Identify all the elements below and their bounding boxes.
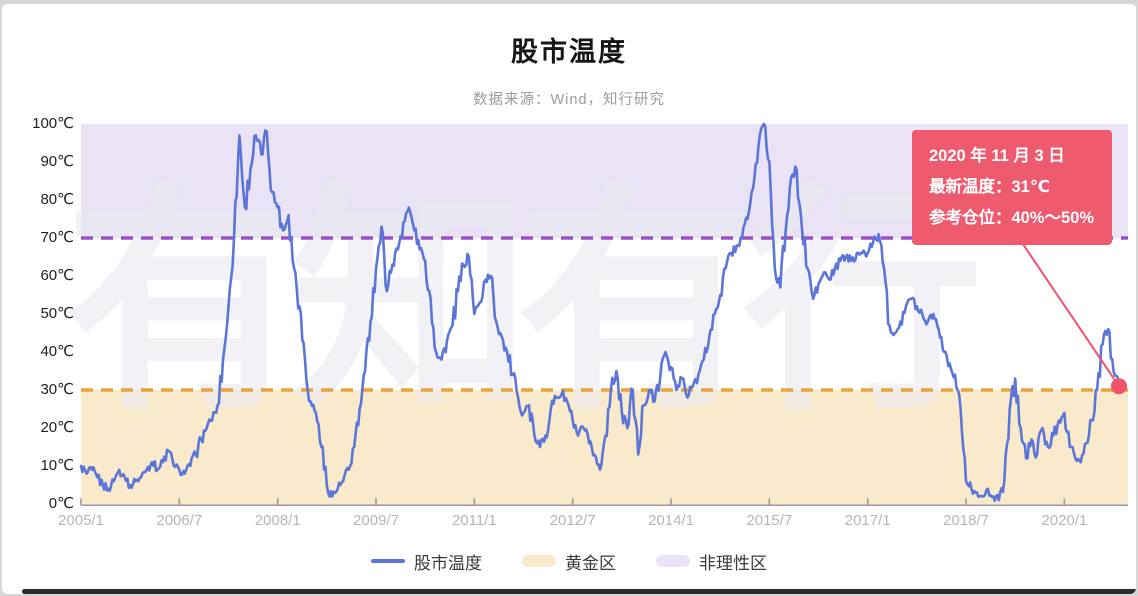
x-axis-label: 2014/1 [648, 512, 694, 529]
x-axis-label: 2018/7 [943, 512, 989, 529]
chart-canvas[interactable]: 有知有行 [2, 4, 1138, 596]
y-axis-label: 40℃ [40, 343, 74, 360]
y-axis-label: 60℃ [40, 267, 74, 284]
x-axis-label: 2008/1 [254, 512, 301, 529]
temperature-line[interactable] [79, 122, 1121, 503]
legend-item-gold-zone[interactable]: 黄金区 [522, 549, 616, 574]
x-axis [80, 498, 1128, 507]
threshold-lines [81, 236, 1128, 392]
latest-point-dot[interactable] [1111, 378, 1127, 395]
y-axis-label: 70℃ [40, 229, 74, 246]
legend-label: 股市温度 [414, 553, 482, 573]
legend-label: 非理性区 [699, 553, 767, 573]
tooltip-date: 2020 年 11 月 3 日 [929, 147, 1065, 165]
x-axis-label: 2006/7 [156, 512, 203, 529]
legend-label: 黄金区 [565, 553, 616, 573]
y-axis-label: 10℃ [40, 457, 74, 474]
x-axis-label: 2012/7 [549, 512, 596, 529]
x-axis-label: 2015/7 [746, 512, 793, 529]
legend-swatch-irrational-zone [656, 555, 690, 567]
x-axis-label: 2011/1 [451, 512, 497, 529]
bottom-bar [22, 589, 1136, 594]
y-axis-label: 30℃ [40, 381, 74, 398]
legend-swatch-gold-zone [522, 555, 556, 567]
tooltip-position-range: 参考仓位：40%～50% [929, 209, 1095, 227]
legend-item-market-temperature[interactable]: 股市温度 [371, 549, 482, 574]
y-axis-label: 100℃ [32, 115, 74, 132]
y-axis-label: 50℃ [40, 305, 74, 322]
y-axis-label: 80℃ [40, 191, 74, 208]
latest-point-marker-group [1009, 224, 1127, 395]
y-axis-label: 20℃ [40, 419, 74, 436]
legend-swatch-market-temperature [371, 559, 405, 563]
y-axis-label: 0℃ [48, 495, 74, 512]
x-axis-label: 2017/1 [844, 512, 891, 529]
tooltip-leader-line [1009, 224, 1120, 387]
x-axis-label: 2009/7 [353, 512, 399, 529]
y-axis-label: 90℃ [40, 153, 74, 170]
x-axis-label: 2005/1 [58, 512, 104, 529]
page-title: 股市温度 [511, 37, 627, 67]
annotation-tooltip: 2020 年 11 月 3 日 最新温度：31℃ 参考仓位：40%～50% [912, 130, 1112, 245]
watermark-text: 有知有行 [65, 169, 976, 437]
legend: 股市温度 黄金区 非理性区 [2, 548, 1136, 574]
legend-item-irrational-zone[interactable]: 非理性区 [656, 549, 767, 574]
x-axis-label: 2020/1 [1041, 512, 1088, 529]
data-source-subtitle: 数据来源：Wind，知行研究 [472, 92, 666, 108]
temperature-line-group [79, 122, 1121, 503]
tooltip-temperature: 最新温度：31℃ [929, 178, 1050, 196]
